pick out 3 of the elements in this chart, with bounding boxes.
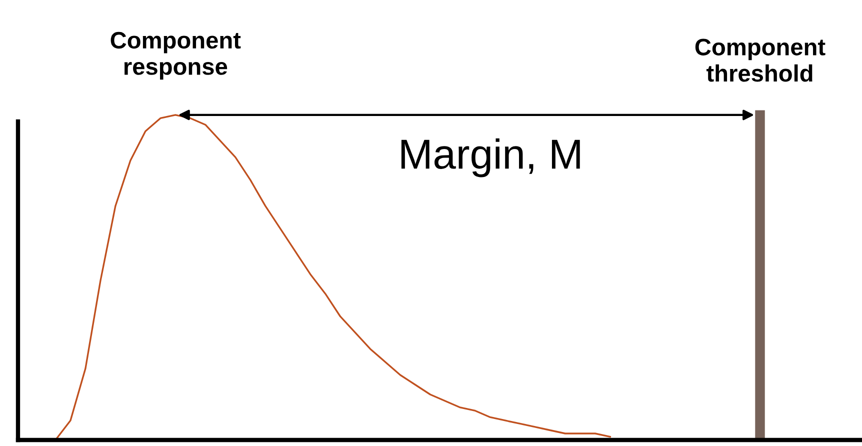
annotation: Margin, M (401, 138, 580, 178)
text: Component threshold (695, 38, 826, 82)
text: Component response (110, 32, 241, 80)
